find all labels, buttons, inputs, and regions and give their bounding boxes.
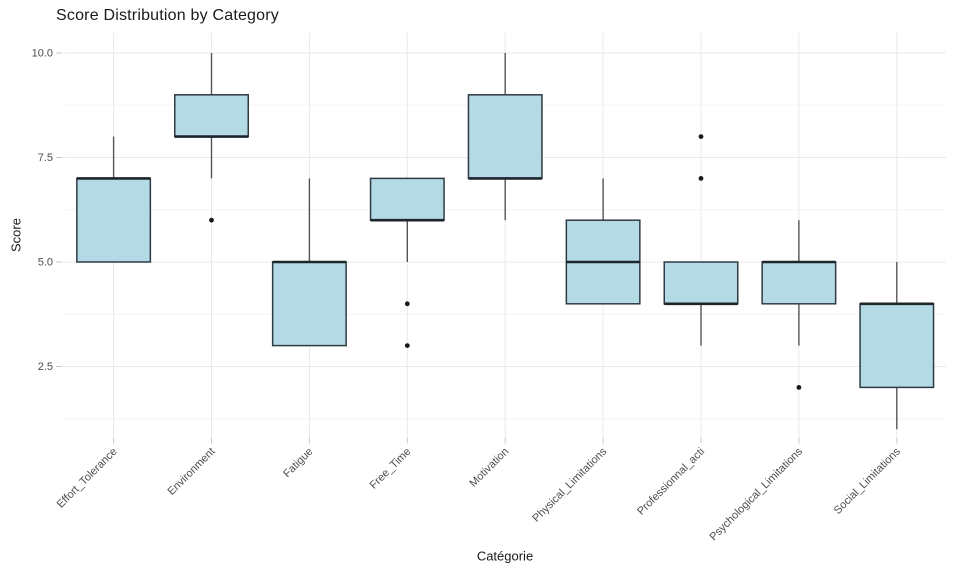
box-physical_limitations	[565, 178, 641, 305]
outlier-point	[209, 217, 214, 223]
box-professionnal_acti	[663, 134, 739, 346]
x-tick-label: Professionnal_acti	[635, 446, 707, 518]
x-tick-label: Social_Limitations	[832, 445, 904, 517]
x-axis-title: Catégorie	[476, 548, 534, 564]
x-tick-label: Fatigue	[281, 446, 315, 480]
box-effort_tolerance	[76, 136, 152, 263]
iqr-box	[467, 94, 543, 180]
outlier-point	[404, 301, 410, 307]
box-social_limitations	[859, 262, 935, 430]
chart-title: Score Distribution by Category	[56, 7, 279, 24]
x-tick-label: Free_Time	[368, 446, 414, 492]
iqr-box	[369, 177, 445, 221]
outlier-point	[404, 343, 410, 348]
outlier-point	[698, 134, 704, 140]
x-tick-label: Effort_Tolerance	[55, 446, 120, 511]
outlier-point	[698, 176, 704, 181]
iqr-box	[761, 261, 837, 305]
x-tick-label: Motivation	[467, 446, 511, 490]
y-tick-label: 10.0	[32, 48, 53, 60]
iqr-box	[174, 94, 249, 138]
iqr-box	[663, 261, 739, 305]
box-fatigue	[271, 178, 347, 347]
x-tick-label: Psychological_Limitations	[707, 445, 805, 543]
iqr-box	[271, 261, 347, 347]
iqr-box	[859, 303, 935, 389]
y-tick-label: 7.5	[38, 152, 53, 164]
x-tick-label: Physical_Limitations	[530, 445, 609, 524]
box-environment	[174, 53, 249, 223]
box-psychological_limitations	[761, 220, 837, 390]
box-free_time	[369, 177, 445, 348]
y-tick-label: 5.0	[38, 257, 53, 269]
iqr-box	[76, 177, 152, 263]
outlier-point	[796, 385, 802, 390]
box-motivation	[467, 53, 543, 221]
x-tick-label: Environment	[165, 446, 217, 498]
y-tick-label: 2.5	[38, 361, 53, 373]
